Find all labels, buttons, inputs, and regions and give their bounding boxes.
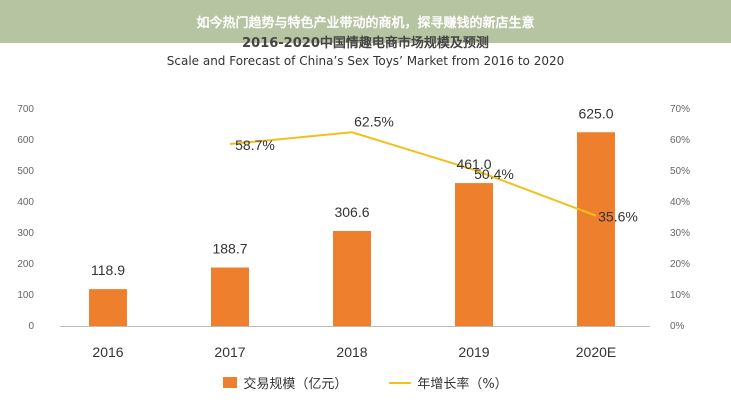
x-tick-label: 2017: [214, 344, 245, 360]
legend-item-line: 年增长率（%）: [389, 373, 508, 392]
y-right-tick-label: 70%: [670, 104, 690, 115]
legend-bar-label: 交易规模（亿元）: [243, 377, 348, 392]
bar-2017: [211, 267, 249, 326]
x-tick-label: 2018: [336, 344, 367, 360]
y-left-tick-label: 700: [17, 104, 34, 115]
line-value-label: 58.7%: [235, 137, 275, 153]
bar-2020E: [577, 132, 615, 326]
y-right-tick-label: 60%: [670, 135, 690, 146]
y-right-tick-label: 50%: [670, 166, 690, 177]
y-left-tick-label: 0: [28, 321, 34, 332]
y-right-tick-label: 30%: [670, 228, 690, 239]
line-value-label: 62.5%: [354, 113, 394, 129]
y-right-tick-label: 0%: [670, 321, 685, 332]
bar-value-label: 306.6: [334, 204, 369, 220]
top-banner: 如今热门趋势与特色产业带动的商机，探寻赚钱的新店生意: [0, 0, 731, 43]
x-tick-label: 2016: [92, 344, 123, 360]
growth-rate-line: [229, 131, 597, 217]
y-left-tick-label: 400: [17, 197, 34, 208]
y-right-tick-label: 20%: [670, 259, 690, 270]
x-tick-label: 2020E: [576, 344, 616, 360]
y-right-tick-label: 10%: [670, 290, 690, 301]
y-left-tick-label: 500: [17, 166, 34, 177]
x-tick-label: 2019: [458, 344, 489, 360]
y-left-tick-label: 100: [17, 290, 34, 301]
banner-text: 如今热门趋势与特色产业带动的商机，探寻赚钱的新店生意: [196, 16, 535, 31]
y-left-tick-label: 200: [17, 259, 34, 270]
bar-2019: [455, 183, 493, 326]
legend-line-swatch: [389, 381, 412, 384]
bar-2016: [89, 289, 127, 326]
bar-value-label: 625.0: [578, 105, 613, 121]
legend-item-bar: 交易规模（亿元）: [223, 373, 347, 392]
bar-value-label: 118.9: [91, 262, 125, 278]
chart-subtitle: Scale and Forecast of China’s Sex Toys’ …: [166, 54, 565, 68]
legend-line-label: 年增长率（%）: [417, 377, 508, 392]
bar-value-label: 188.7: [212, 241, 247, 257]
bar-value-label: 461.0: [456, 156, 491, 172]
chart-legend: 交易规模（亿元） 年增长率（%）: [0, 373, 731, 392]
line-value-label: 50.4%: [474, 166, 514, 182]
y-left-tick-label: 300: [17, 228, 34, 239]
bar-2018: [333, 230, 371, 326]
y-right-tick-label: 40%: [670, 197, 690, 208]
y-left-tick-label: 600: [17, 135, 34, 146]
line-value-label: 35.6%: [598, 209, 638, 225]
chart-title: 2016-2020中国情趣电商市场规模及预测: [242, 36, 489, 51]
legend-bar-swatch: [223, 377, 238, 388]
